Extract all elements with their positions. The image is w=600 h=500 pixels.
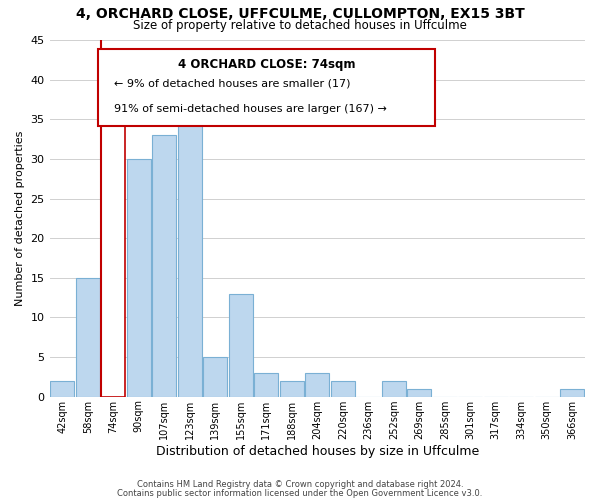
Bar (280, 381, 304, 396)
Bar (178, 104, 202, 397)
Text: Contains public sector information licensed under the Open Government Licence v3: Contains public sector information licen… (118, 488, 482, 498)
Y-axis label: Number of detached properties: Number of detached properties (15, 130, 25, 306)
Bar (98, 49, 435, 126)
Bar (305, 373, 329, 396)
Bar (331, 381, 355, 396)
Bar (229, 294, 253, 397)
Text: ← 9% of detached houses are smaller (17): ← 9% of detached houses are smaller (17) (114, 78, 350, 88)
Bar (50, 381, 74, 396)
Bar (76, 278, 100, 396)
Text: 4, ORCHARD CLOSE, UFFCULME, CULLOMPTON, EX15 3BT: 4, ORCHARD CLOSE, UFFCULME, CULLOMPTON, … (76, 8, 524, 22)
Bar (254, 373, 278, 396)
X-axis label: Distribution of detached houses by size in Uffculme: Distribution of detached houses by size … (155, 444, 479, 458)
Text: Size of property relative to detached houses in Uffculme: Size of property relative to detached ho… (133, 19, 467, 32)
Bar (407, 388, 431, 396)
Bar (127, 159, 151, 396)
Text: Contains HM Land Registry data © Crown copyright and database right 2024.: Contains HM Land Registry data © Crown c… (137, 480, 463, 489)
Text: 4 ORCHARD CLOSE: 74sqm: 4 ORCHARD CLOSE: 74sqm (178, 58, 355, 71)
Bar (152, 135, 176, 396)
Text: 91% of semi-detached houses are larger (167) →: 91% of semi-detached houses are larger (… (114, 104, 386, 114)
Bar (203, 357, 227, 397)
Bar (382, 381, 406, 396)
Bar (560, 388, 584, 396)
Bar (101, 120, 125, 396)
